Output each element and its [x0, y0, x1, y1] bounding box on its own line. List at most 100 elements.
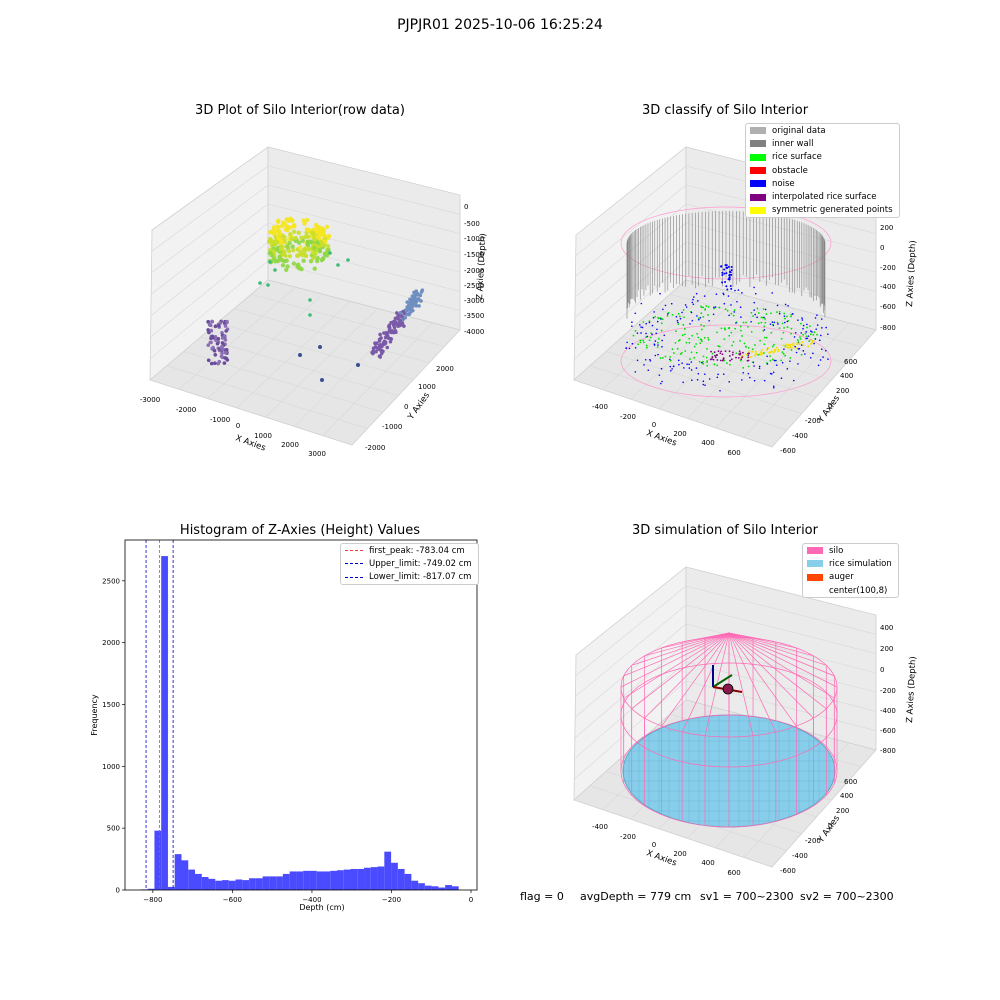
noise-point [646, 335, 649, 338]
gridline [574, 642, 687, 739]
noise-point [792, 379, 795, 382]
rice-point [781, 322, 784, 325]
rice-point [763, 325, 766, 328]
gridline [267, 165, 461, 215]
silo-roof-line [623, 632, 730, 677]
symmetric-point [749, 355, 752, 358]
histogram-bar [181, 860, 189, 890]
rice-point [660, 329, 663, 332]
rice-point [727, 327, 730, 330]
noise-point [806, 323, 808, 326]
data-point [417, 298, 422, 302]
noise-point [688, 367, 691, 369]
noise-point [733, 311, 735, 313]
noise-point [772, 385, 775, 388]
silo-roof-line [728, 632, 754, 736]
noise-point [660, 318, 662, 320]
noise-point [723, 272, 726, 275]
rice-point [747, 365, 750, 368]
data-point [319, 240, 324, 245]
legend-label: rice surface [772, 152, 822, 163]
histogram-bar [370, 867, 378, 890]
noise-point [736, 300, 738, 303]
data-point [388, 339, 393, 344]
data-point [320, 226, 325, 231]
y-tick-label: 0 [116, 887, 120, 895]
legend-item-symmetric-generated-points: symmetric generated points [746, 204, 899, 217]
gridline [669, 293, 862, 348]
gridline [166, 365, 368, 429]
noise-point [764, 308, 767, 311]
gridline [685, 623, 877, 674]
noise-point [652, 316, 655, 319]
noise-point [683, 367, 685, 369]
noise-point [771, 373, 773, 375]
legend-swatch [807, 573, 823, 581]
data-point [408, 297, 412, 302]
interpolated-point [728, 355, 731, 357]
noise-point [752, 361, 755, 364]
data-point [267, 250, 273, 256]
noise-point [640, 326, 642, 328]
noise-point [754, 292, 757, 295]
legend-label: inner wall [772, 138, 814, 149]
rice-point [763, 352, 765, 354]
data-point [392, 330, 396, 335]
status-avg-depth: avgDepth = 779 cm [580, 890, 692, 903]
data-point [308, 313, 312, 317]
data-point [291, 229, 297, 235]
legend-item-noise: noise [746, 177, 899, 190]
noise-point [769, 372, 772, 375]
gridline [200, 336, 399, 397]
noise-point [708, 319, 710, 322]
data-point [268, 260, 272, 264]
rice-point [762, 329, 765, 332]
data-point [271, 249, 277, 254]
silo-roof-line [728, 632, 797, 649]
rice-point [760, 321, 763, 324]
interpolated-point [710, 350, 712, 353]
gridline [151, 184, 269, 274]
noise-point [753, 379, 756, 382]
noise-point [653, 343, 656, 345]
noise-point [827, 333, 829, 335]
noise-point [778, 312, 781, 315]
noise-point [753, 309, 755, 311]
symmetric-point [767, 347, 770, 350]
histogram-bar [215, 880, 223, 890]
noise-point [800, 332, 803, 334]
legend-label: silo [829, 545, 844, 556]
histogram-bar [418, 883, 425, 890]
p2-ztick: 0 [880, 244, 884, 252]
data-point [378, 354, 383, 359]
histogram-bar [377, 866, 385, 890]
noise-point [649, 360, 652, 362]
rice-point [681, 334, 684, 337]
interpolated-point [721, 359, 724, 362]
symmetric-point [811, 340, 814, 343]
silo-roof-line [728, 632, 814, 657]
rice-point [660, 322, 663, 325]
data-point [289, 236, 295, 242]
status-flag: flag = 0 [520, 890, 564, 903]
data-point [212, 348, 217, 353]
noise-point [798, 347, 801, 350]
p2-ztick: -800 [880, 324, 896, 332]
p1-xtick: 1000 [254, 432, 272, 440]
symmetric-point [768, 351, 771, 354]
rice-point [683, 333, 686, 336]
rice-point [676, 347, 679, 350]
noise-point [631, 325, 633, 327]
rice-point [698, 361, 701, 363]
rice-point [786, 315, 788, 318]
data-point [211, 345, 215, 350]
noise-point [666, 313, 669, 315]
noise-point [728, 270, 731, 273]
noise-point [649, 358, 651, 361]
interpolated-point [714, 354, 716, 357]
noise-point [708, 378, 711, 380]
data-point [210, 319, 215, 324]
noise-point [653, 311, 655, 313]
rice-point [730, 331, 733, 334]
noise-point [730, 304, 732, 306]
